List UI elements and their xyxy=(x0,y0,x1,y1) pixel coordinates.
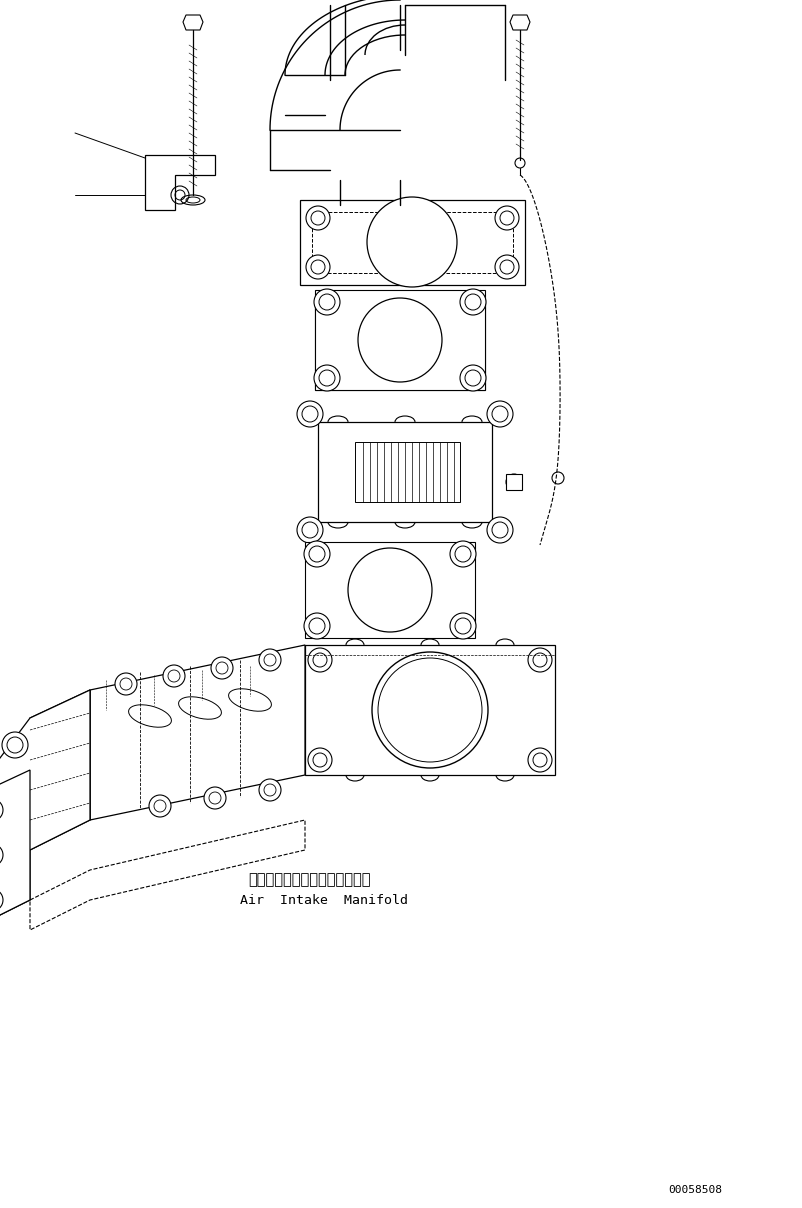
Circle shape xyxy=(304,612,330,639)
Circle shape xyxy=(358,298,442,382)
Polygon shape xyxy=(0,769,30,930)
Circle shape xyxy=(308,647,332,672)
Circle shape xyxy=(115,673,137,695)
Circle shape xyxy=(314,365,340,391)
Polygon shape xyxy=(318,422,492,522)
Circle shape xyxy=(495,207,519,230)
Circle shape xyxy=(506,474,522,490)
Circle shape xyxy=(297,401,323,426)
Circle shape xyxy=(450,541,476,567)
Text: 00058508: 00058508 xyxy=(668,1185,722,1195)
Circle shape xyxy=(367,197,457,288)
Circle shape xyxy=(487,401,513,426)
Circle shape xyxy=(306,255,330,279)
Circle shape xyxy=(552,472,564,484)
Circle shape xyxy=(2,842,28,869)
Polygon shape xyxy=(315,290,485,390)
Text: Air  Intake  Manifold: Air Intake Manifold xyxy=(240,894,408,906)
Circle shape xyxy=(348,548,432,632)
Polygon shape xyxy=(90,645,305,820)
Text: エアーインテークマニホールド: エアーインテークマニホールド xyxy=(248,872,371,888)
Circle shape xyxy=(0,844,3,866)
Circle shape xyxy=(487,517,513,544)
Circle shape xyxy=(460,289,486,315)
Polygon shape xyxy=(0,690,90,930)
Bar xyxy=(312,211,513,273)
Circle shape xyxy=(306,207,330,230)
Polygon shape xyxy=(305,542,475,638)
Polygon shape xyxy=(145,155,215,210)
Circle shape xyxy=(149,795,171,817)
Circle shape xyxy=(304,541,330,567)
Circle shape xyxy=(495,255,519,279)
Polygon shape xyxy=(183,14,203,30)
Circle shape xyxy=(460,365,486,391)
Circle shape xyxy=(0,798,3,821)
Circle shape xyxy=(259,779,281,801)
Circle shape xyxy=(211,657,233,679)
Circle shape xyxy=(450,612,476,639)
Bar xyxy=(355,442,460,503)
Circle shape xyxy=(0,889,3,911)
Circle shape xyxy=(528,748,552,772)
Circle shape xyxy=(528,647,552,672)
Polygon shape xyxy=(30,690,90,850)
Circle shape xyxy=(259,649,281,670)
Circle shape xyxy=(204,786,226,809)
Bar xyxy=(315,300,485,390)
Polygon shape xyxy=(510,14,530,30)
Bar xyxy=(506,474,522,490)
Circle shape xyxy=(297,517,323,544)
Circle shape xyxy=(372,652,488,768)
Circle shape xyxy=(163,664,185,687)
Polygon shape xyxy=(305,645,555,776)
Circle shape xyxy=(2,732,28,757)
Circle shape xyxy=(308,748,332,772)
Circle shape xyxy=(2,786,28,813)
Bar xyxy=(300,201,525,285)
Circle shape xyxy=(314,289,340,315)
